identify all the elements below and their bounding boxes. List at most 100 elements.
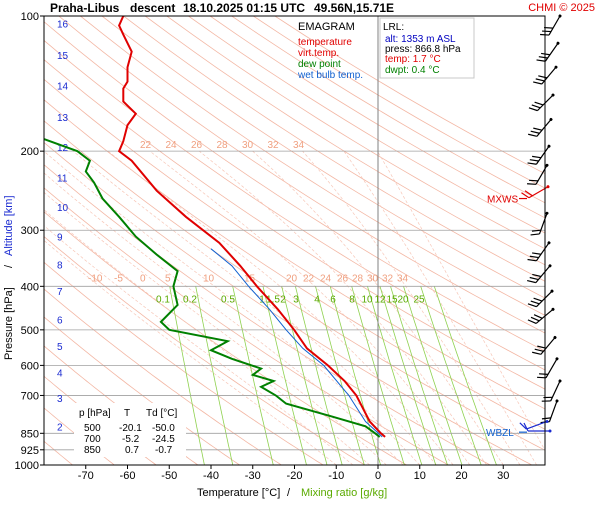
isotherm-label: 22 (140, 140, 152, 151)
dry-adiabat (44, 78, 545, 410)
y-tick-label: 200 (21, 146, 39, 158)
wind-barb (519, 419, 549, 430)
table-header-td: Td [°C] (146, 408, 177, 419)
moist-adiabat (44, 150, 421, 465)
wind-barb-dot (554, 65, 558, 69)
wind-barb-dot (549, 117, 553, 121)
table-cell: 0.7 (125, 445, 139, 456)
wind-barb-dot (548, 429, 552, 433)
wind-barb-flag (544, 26, 554, 29)
wind-barb-dot (545, 211, 549, 215)
x-axis-title-separator: / (287, 487, 291, 499)
wind-barb (523, 422, 552, 433)
altitude-label: 12 (57, 143, 69, 154)
dry-adiabat (44, 21, 545, 352)
mixing-ratio-label: 0.5 (221, 294, 235, 305)
altitude-label: 14 (57, 82, 69, 93)
wind-barb-flag (530, 233, 540, 236)
wind-barb-flag (531, 229, 541, 232)
mixing-ratio-label: 15 (386, 294, 398, 305)
station-name: Praha-Libus (50, 1, 120, 15)
wind-barb-flag (530, 316, 540, 322)
wind-barb-dot (546, 185, 550, 189)
wind-barb-staff (538, 213, 548, 235)
table-cell: 850 (84, 445, 101, 456)
dry-adiabat (80, 16, 545, 316)
wind-barb-flag (535, 78, 545, 82)
wind-barb (533, 65, 558, 85)
y-tick-label: 300 (21, 225, 39, 237)
table-cell: -0.7 (155, 445, 173, 456)
isotherm-label: -10 (88, 273, 103, 284)
wind-barb-staff (541, 66, 557, 85)
mixing-ratio-label: 10 (361, 294, 373, 305)
wind-barb-dot (558, 379, 562, 383)
isotherm-label: 22 (303, 273, 315, 284)
altitude-label: 2 (57, 422, 63, 433)
y-tick-label: 500 (21, 325, 39, 337)
plot-frame (43, 15, 546, 466)
dry-adiabat (144, 16, 545, 266)
x-axis-title: Temperature [°C] (197, 487, 280, 499)
moist-adiabat (199, 150, 487, 465)
marker-label: WBZL (486, 428, 514, 439)
wind-barb-dot (550, 289, 554, 293)
table-cell: 700 (84, 434, 101, 445)
wind-barb-dot (548, 264, 552, 268)
wind-barb-dot (545, 163, 549, 167)
wind-barb-flag (534, 348, 544, 352)
wind-barb-flag (530, 300, 540, 305)
isotherm-label: 26 (337, 273, 349, 284)
altitude-label: 15 (57, 51, 69, 62)
wind-barb-staff (544, 42, 559, 62)
legend-title: EMAGRAM (298, 21, 355, 33)
wind-barb (527, 241, 551, 262)
isotherm-label: 32 (268, 140, 280, 151)
isotherm-label: 30 (367, 273, 379, 284)
wind-barb-flag (529, 255, 539, 259)
x-tick-label: -10 (328, 470, 344, 482)
x-tick-label: -50 (161, 470, 177, 482)
wind-barb-flag (539, 373, 549, 375)
series-line-wet-bulb-temp- (210, 248, 383, 438)
isotherm-label: 24 (320, 273, 332, 284)
sounding-coords: 49.56N,15.71E (314, 1, 394, 15)
y-tick-label: 400 (21, 281, 39, 293)
wind-barb-dot (558, 14, 562, 18)
wind-barb-staff (548, 15, 561, 36)
lrl-title: LRL: (383, 22, 404, 33)
mixing-ratio-line (403, 286, 463, 465)
isotherm-label: 28 (352, 273, 364, 284)
dry-adiabat (44, 59, 545, 390)
mixing-ratio-line (295, 286, 343, 465)
mixing-ratio-line (367, 286, 423, 465)
altitude-label: 3 (57, 394, 63, 405)
altitude-label: 13 (57, 113, 69, 124)
wind-barb-flag (528, 107, 538, 112)
altitude-label: 7 (57, 287, 63, 298)
altitude-label: 11 (57, 174, 68, 185)
sounding-datetime: 18.10.2025 01:15 UTC (183, 1, 305, 15)
wind-barb-flag (527, 303, 537, 308)
lrl-temperature: temp: 1.7 °C (385, 54, 441, 65)
y-axis-title: Pressure [hPa] (3, 287, 15, 360)
mixing-ratio-label: 3 (293, 294, 299, 305)
wind-barb-flag (532, 252, 542, 255)
table-header-t: T (124, 408, 130, 419)
x-tick-label: -20 (287, 470, 303, 482)
wind-barb-staff (536, 290, 553, 308)
wind-barb-flag (530, 130, 540, 134)
dry-adiabat (44, 39, 545, 371)
isotherm-label: 34 (293, 140, 305, 151)
lrl-pressure: press: 866.8 hPa (385, 44, 461, 55)
wind-barb-staff (545, 358, 558, 379)
wind-barb (528, 93, 555, 112)
altitude-label: 8 (57, 261, 63, 272)
mixing-ratio-label: 12 (374, 294, 386, 305)
wind-barb (540, 14, 562, 36)
mixing-ratio-label: 8 (349, 294, 355, 305)
isotherm-label: 30 (242, 140, 254, 151)
copyright: CHMI © 2025 (528, 2, 595, 14)
wind-barb-flag (529, 179, 539, 182)
isotherm-label: -5 (114, 273, 123, 284)
